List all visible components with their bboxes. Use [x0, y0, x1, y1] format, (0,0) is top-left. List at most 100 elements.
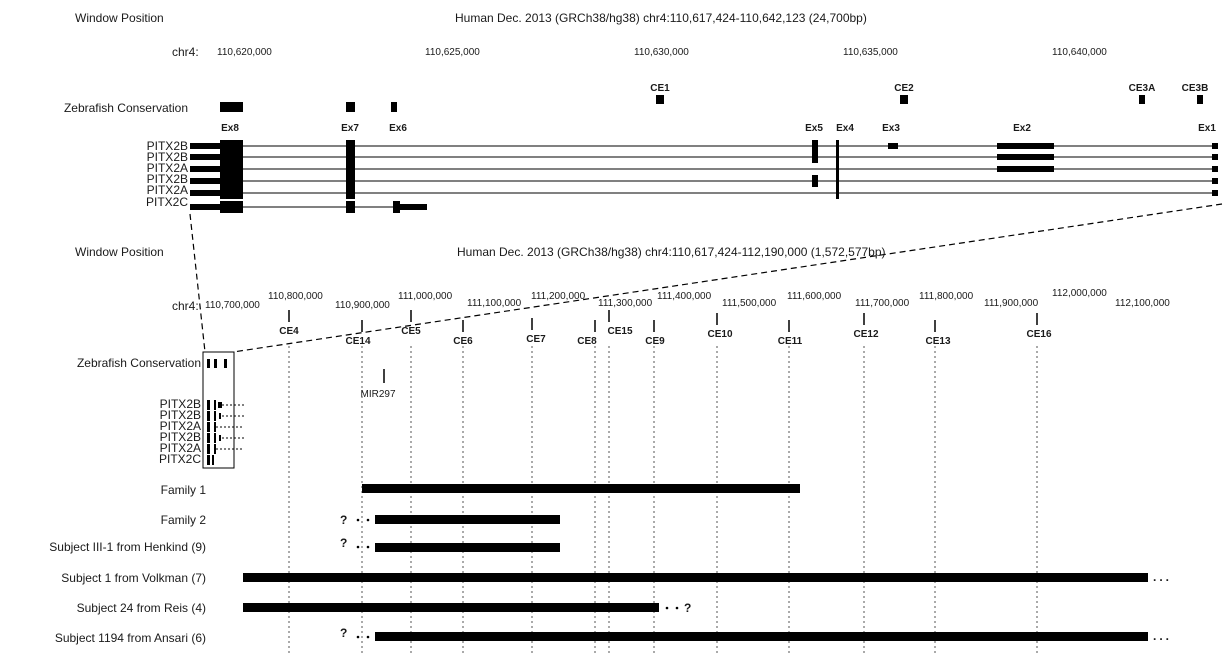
zoom-inset-box [202, 351, 235, 469]
top-chr-label: chr4: [172, 45, 199, 59]
deletion-row: Subject 24 from Reis (4) ? [77, 601, 692, 615]
bottom-tick-label: 111,700,000 [855, 298, 910, 309]
exon-label: Ex5 [805, 123, 823, 134]
isoform-label: PITX2C [146, 195, 188, 209]
deletion-row: Family 1 [161, 483, 800, 497]
bottom-tick-label: 110,800,000 [268, 291, 323, 302]
uncertain-dot [356, 635, 360, 639]
uncertain-start-marker: ? [340, 536, 347, 550]
deletion-row: Family 2 ? [161, 513, 560, 527]
bottom-tick-label: 111,900,000 [984, 298, 1039, 309]
transcript-row [190, 163, 1218, 175]
mini-transcript-row [207, 433, 244, 443]
deletion-tracks: Family 1 Family 2 ? Subject III-1 from H… [49, 483, 1172, 645]
deletion-row: Subject III-1 from Henkind (9) ? [49, 536, 560, 554]
ce-label-bottom: CE16 [1026, 329, 1051, 340]
exon-label: Ex6 [389, 123, 407, 134]
exon-label: Ex3 [882, 123, 900, 134]
ce-label-bottom: CE5 [401, 326, 421, 337]
transcript-row [190, 151, 1218, 163]
top-tick-label: 110,625,000 [425, 47, 480, 58]
deletion-label: Subject III-1 from Henkind (9) [49, 540, 206, 554]
ce-label-bottom: CE8 [577, 336, 597, 347]
ce-label-bottom: CE11 [778, 336, 803, 347]
top-tick-label: 110,640,000 [1052, 47, 1107, 58]
mini-transcript-row [207, 422, 244, 432]
transcript-row [190, 187, 1218, 199]
bottom-window-position-label: Window Position [75, 245, 164, 259]
isoform-label: PITX2C [159, 452, 201, 466]
ce-label-bottom: CE13 [925, 336, 950, 347]
mini-transcripts [207, 400, 244, 465]
exon-label: Ex1 [1198, 123, 1216, 134]
deletion-bar [375, 515, 560, 524]
continuation-marker: ... [1153, 570, 1172, 584]
deletion-bar [375, 543, 560, 552]
bottom-tick-label: 111,500,000 [722, 298, 777, 309]
deletion-row: Subject 1 from Volkman (7) ... [61, 570, 1172, 585]
ce-label-bottom: CE10 [707, 329, 732, 340]
bottom-tick-label: 111,400,000 [657, 291, 712, 302]
top-tick-label: 110,630,000 [634, 47, 689, 58]
bottom-chr-label: chr4: [172, 299, 199, 313]
conservation-block [220, 102, 243, 112]
conservation-block [207, 359, 210, 368]
ce-label-bottom: CE7 [526, 334, 546, 345]
ce-mark-top [900, 95, 908, 104]
bottom-tick-label: 110,900,000 [335, 300, 390, 311]
deletion-label: Subject 1194 from Ansari (6) [55, 631, 206, 645]
ce-label-bottom: CE9 [645, 336, 665, 347]
uncertain-dot [675, 606, 679, 610]
bottom-panel: Window Position Human Dec. 2013 (GRCh38/… [49, 245, 1172, 653]
deletion-label: Family 2 [161, 513, 207, 527]
mini-transcript-row [207, 400, 244, 410]
top-tick-label: 110,635,000 [843, 47, 898, 58]
mini-transcript-row [207, 444, 244, 454]
deletion-bar [375, 632, 1148, 641]
deletion-row: Subject 1194 from Ansari (6) ? ... [55, 626, 1169, 645]
top-tick-label: 110,620,000 [217, 47, 272, 58]
mir297-label: MIR297 [360, 389, 395, 400]
ce-label-bottom: CE6 [453, 336, 473, 347]
top-window-position-label: Window Position [75, 11, 164, 25]
ce-guide-lines [288, 346, 1038, 653]
deletion-bar [243, 603, 659, 612]
isoform-label: PITX2A [160, 441, 201, 455]
conservation-block [346, 102, 355, 112]
ce-label-bottom: CE15 [607, 326, 632, 337]
conservation-block [224, 359, 227, 368]
bottom-tick-label: 111,000,000 [398, 291, 453, 302]
uncertain-dot [665, 606, 669, 610]
mini-transcript-row [207, 455, 214, 465]
bottom-tick-label: 111,300,000 [598, 298, 653, 309]
top-panel: Window Position Human Dec. 2013 (GRCh38/… [64, 11, 1218, 213]
isoform-label: PITX2B [160, 408, 201, 422]
exon-label: Ex7 [341, 123, 359, 134]
transcript-row [190, 175, 1218, 187]
bottom-tick-label: 111,100,000 [467, 298, 522, 309]
bottom-tick-label: 111,800,000 [919, 291, 974, 302]
isoform-label: PITX2B [160, 430, 201, 444]
zoom-connector-left [189, 213, 206, 353]
top-window-title: Human Dec. 2013 (GRCh38/hg38) chr4:110,6… [455, 11, 867, 25]
ce-label-bottom: CE4 [279, 326, 299, 337]
isoform-label: PITX2B [147, 139, 188, 153]
bottom-tick-label: 112,000,000 [1052, 288, 1107, 299]
deletion-label: Family 1 [161, 483, 207, 497]
transcript-row [190, 140, 1218, 152]
top-conservation-label: Zebrafish Conservation [64, 101, 188, 115]
ce-label-top: CE2 [894, 83, 914, 94]
exon-label: Ex8 [221, 123, 239, 134]
bottom-tick-label: 112,100,000 [1115, 298, 1170, 309]
ce-label-bottom: CE14 [345, 336, 370, 347]
uncertain-start-marker: ? [340, 513, 347, 527]
isoform-label: PITX2A [160, 419, 201, 433]
ce-mark-top [1139, 95, 1145, 104]
exon-label: Ex4 [836, 123, 854, 134]
uncertain-start-marker: ? [340, 626, 347, 640]
ce-mark-top [1197, 95, 1203, 104]
uncertain-dot [356, 545, 360, 549]
isoform-label: PITX2A [147, 183, 188, 197]
isoform-label: PITX2B [147, 172, 188, 186]
isoform-label: PITX2B [160, 397, 201, 411]
